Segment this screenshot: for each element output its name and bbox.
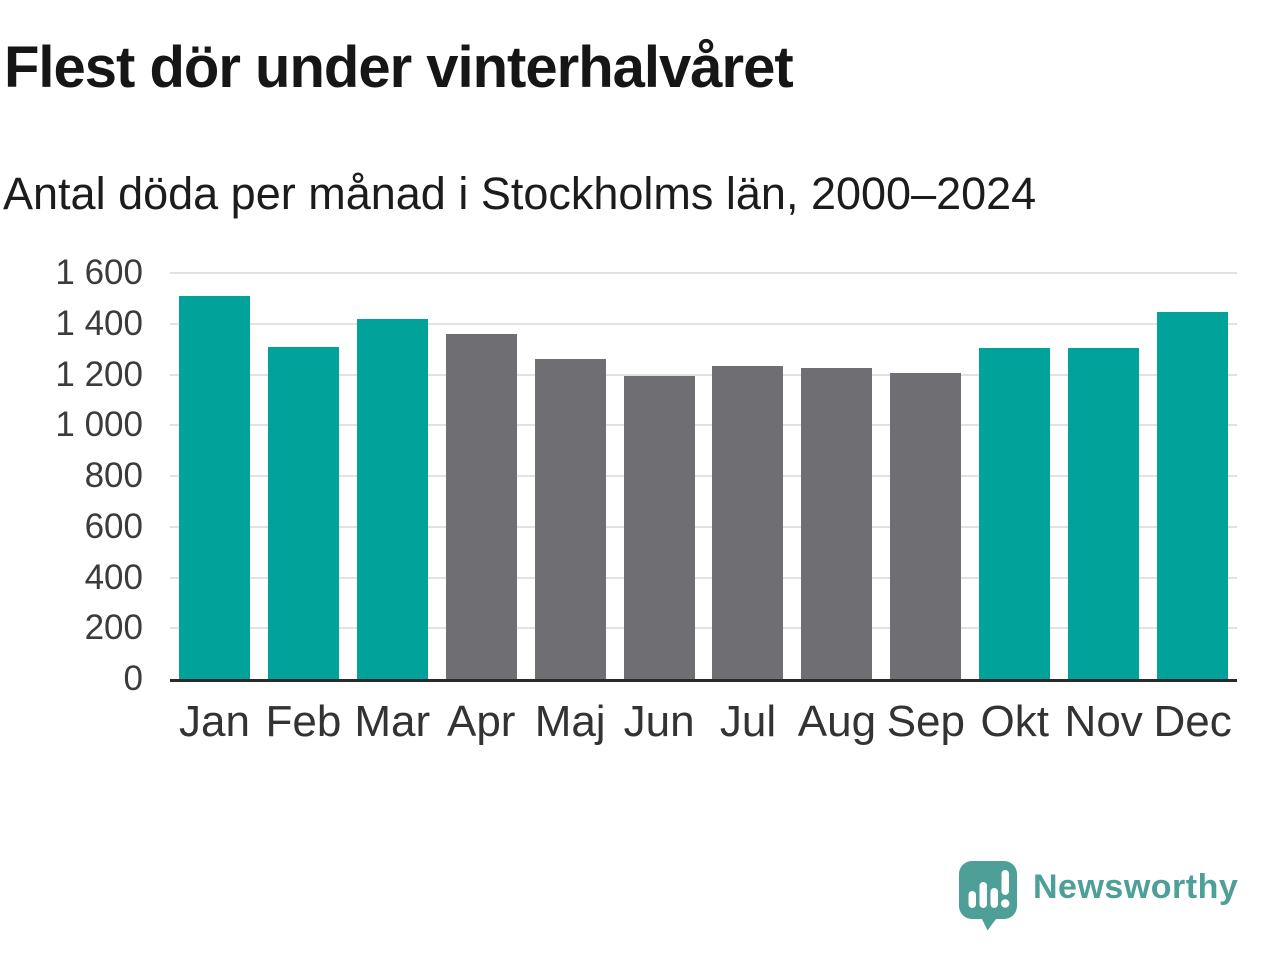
bar-jul xyxy=(712,366,784,679)
bar-band xyxy=(437,273,526,679)
x-tick-label-jan: Jan xyxy=(178,697,250,746)
plot-area xyxy=(170,272,1237,682)
bar-glyph-short xyxy=(968,891,976,908)
y-tick-label: 800 xyxy=(84,456,143,495)
x-tick-label-apr: Apr xyxy=(446,697,516,746)
x-tick-label-nov: Nov xyxy=(1064,697,1143,746)
gridline-800 xyxy=(170,475,1237,477)
bar-jun xyxy=(623,376,695,679)
bar-apr xyxy=(445,334,517,679)
y-tick-label: 1 200 xyxy=(55,354,143,394)
bar-glyph-medium xyxy=(990,888,998,908)
bar-band xyxy=(1059,273,1148,679)
bar-sep xyxy=(890,373,962,679)
bar-band xyxy=(348,273,437,679)
x-tick-label-okt: Okt xyxy=(980,697,1049,746)
bar-band xyxy=(970,273,1059,679)
y-tick-label: 400 xyxy=(84,557,143,597)
gridline-600 xyxy=(170,525,1237,528)
bar-jan xyxy=(178,296,250,679)
bar-okt xyxy=(979,348,1051,679)
exclamation-bar-glyph xyxy=(1001,870,1009,895)
brand-name: Newsworthy xyxy=(1033,868,1239,906)
chart-subtitle: Antal döda per månad i Stockholms län, 2… xyxy=(3,168,1037,219)
chart-title: Flest dör under vinterhalvåret xyxy=(4,35,794,100)
bar-series xyxy=(170,273,1237,679)
gridline-1200 xyxy=(170,373,1237,376)
gridline-400 xyxy=(170,576,1237,579)
exclamation-dot-glyph xyxy=(1001,899,1010,908)
bar-band xyxy=(615,273,704,679)
bar-band xyxy=(259,273,348,679)
bar-aug xyxy=(801,368,873,679)
x-axis: Jan Feb Mar Apr Maj Jun Jul Aug Sep Okt Nov Dec xyxy=(170,700,1237,744)
bar-maj xyxy=(534,359,606,679)
bar-band xyxy=(704,273,793,679)
y-axis: 0 200 400 600 800 1 000 1 200 1 400 1 600 xyxy=(0,0,143,960)
y-tick-label: 1 600 xyxy=(55,253,143,292)
y-tick-label: 200 xyxy=(84,608,143,648)
y-tick-label: 1 000 xyxy=(55,405,143,445)
x-tick-label-sep: Sep xyxy=(886,697,965,746)
bar-mar xyxy=(356,319,428,679)
bar-band xyxy=(170,273,259,679)
y-tick-label: 0 xyxy=(123,659,143,698)
gridline-1600 xyxy=(170,272,1237,274)
bar-band xyxy=(792,273,881,679)
x-tick-label-mar: Mar xyxy=(354,697,431,746)
bar-feb xyxy=(267,347,339,679)
y-tick-label: 1 400 xyxy=(55,303,143,343)
x-tick-label-dec: Dec xyxy=(1153,697,1232,746)
gridline-1000 xyxy=(170,424,1237,427)
x-tick-label-aug: Aug xyxy=(797,697,877,746)
x-tick-label-maj: Maj xyxy=(534,697,606,746)
x-tick-label-jul: Jul xyxy=(719,697,777,746)
gridline-200 xyxy=(170,627,1237,630)
gridline-1400 xyxy=(170,322,1237,325)
bar-band xyxy=(526,273,615,679)
bar-band xyxy=(881,273,970,679)
newsworthy-speech-bubble-bar-chart-icon xyxy=(959,861,1017,931)
bar-nov xyxy=(1068,348,1140,679)
y-tick-label: 600 xyxy=(84,506,143,546)
bar-dec xyxy=(1157,312,1229,679)
bar-band xyxy=(1148,273,1237,679)
brand-logo: Newsworthy xyxy=(958,860,1238,932)
x-tick-label-feb: Feb xyxy=(265,697,342,746)
bar-glyph-tall xyxy=(979,882,987,908)
x-tick-label-jun: Jun xyxy=(623,697,695,746)
